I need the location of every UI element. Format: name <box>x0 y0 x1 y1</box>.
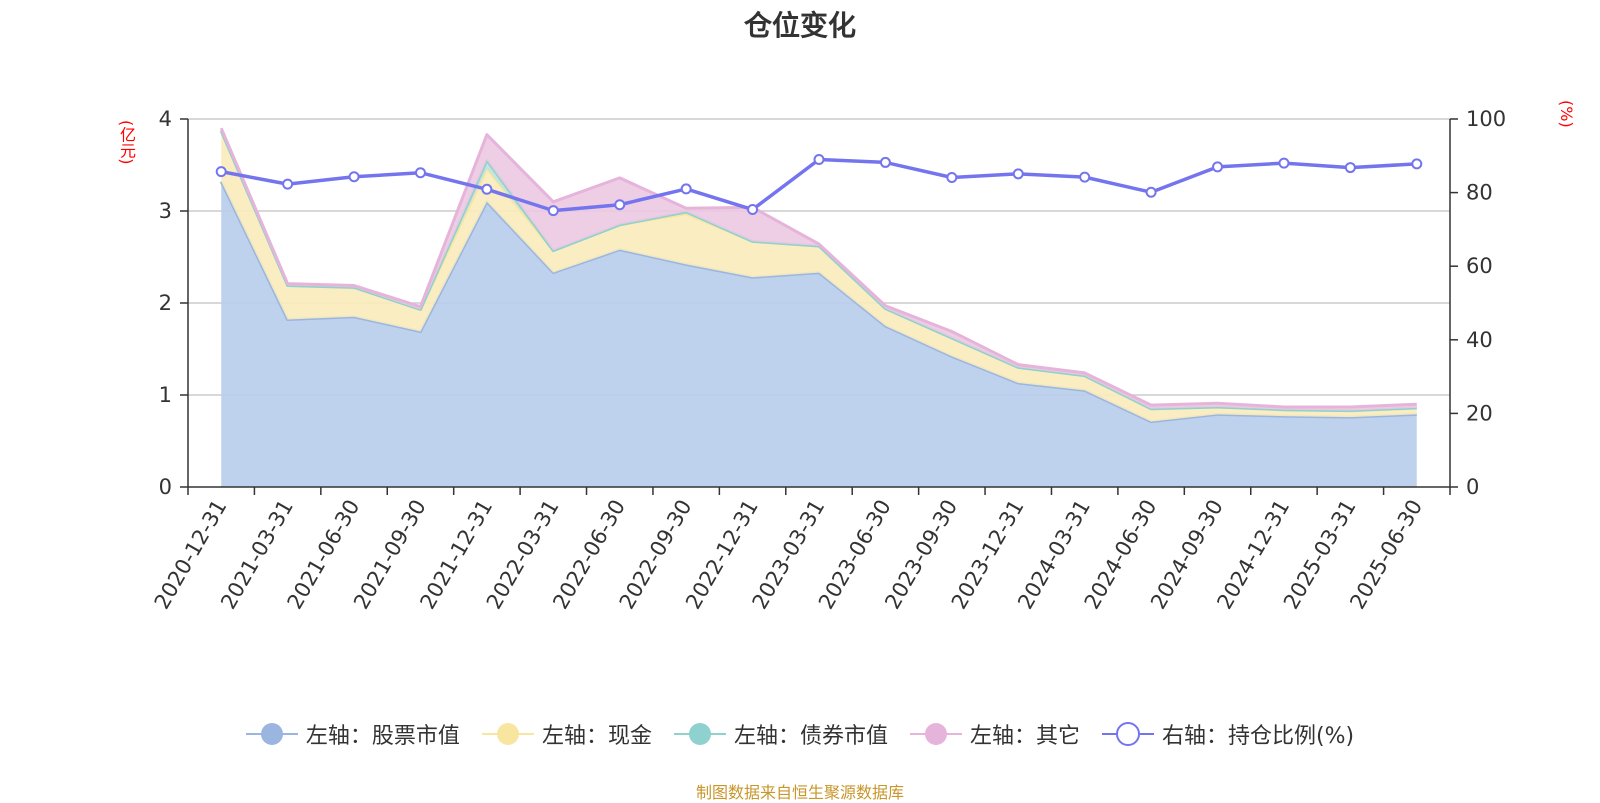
area-series-4-line <box>219 127 1417 409</box>
holding-ratio-point-17 <box>1344 162 1356 174</box>
left-y-tick-label-4: 4 <box>159 107 172 131</box>
holding-ratio-point-6 <box>614 199 626 211</box>
legend-label-5: 右轴：持仓比例(%) <box>1161 724 1355 749</box>
holding-ratio-point-13 <box>1079 171 1091 183</box>
legend-swatch-1 <box>245 723 298 745</box>
holding-ratio-point-12 <box>1012 168 1024 180</box>
holding-ratio-line <box>220 157 1417 213</box>
legend-label-1: 左轴：股票市值 <box>305 724 460 749</box>
data-source-note: 制图数据来自恒生聚源数据库 <box>695 783 904 802</box>
legend-swatch-4 <box>909 723 962 745</box>
legend-item-3[interactable]: 左轴：债券市值 <box>673 718 888 750</box>
left-axis-unit: (亿元) <box>117 120 136 165</box>
holding-ratio-point-3 <box>414 167 426 179</box>
chart-title: 仓位变化 <box>743 9 856 42</box>
legend-label-4: 左轴：其它 <box>969 724 1080 749</box>
holding-ratio-point-5 <box>547 205 559 217</box>
chart-legend: 左轴：股票市值 左轴：现金 左轴：债券市值 左轴：其它 右轴：持仓比例(%) <box>0 718 1600 750</box>
holding-ratio-point-16 <box>1278 157 1290 169</box>
legend-swatch-3 <box>673 723 726 745</box>
legend-item-4[interactable]: 左轴：其它 <box>909 718 1080 750</box>
holding-ratio-point-15 <box>1212 161 1224 173</box>
left-y-tick-label-1: 1 <box>159 383 172 407</box>
legend-swatch-5 <box>1101 722 1154 746</box>
right-y-tick-label-2: 40 <box>1466 328 1493 352</box>
left-y-tick-label-2: 2 <box>159 291 172 315</box>
legend-item-5[interactable]: 右轴：持仓比例(%) <box>1101 718 1355 750</box>
left-y-tick-label-3: 3 <box>159 199 172 223</box>
legend-item-1[interactable]: 左轴：股票市值 <box>245 718 460 750</box>
right-y-tick-label-0: 0 <box>1466 475 1479 499</box>
holding-ratio-point-9 <box>813 153 825 165</box>
right-y-tick-label-1: 20 <box>1466 401 1493 425</box>
holding-ratio-point-11 <box>946 172 958 184</box>
holding-ratio-point-8 <box>747 204 759 216</box>
holding-ratio-point-2 <box>348 171 360 183</box>
right-axis-unit: (%) <box>1557 100 1576 128</box>
area-series-1 <box>221 181 1417 487</box>
holding-ratio-point-7 <box>680 183 692 195</box>
holding-ratio-point-14 <box>1145 186 1157 198</box>
legend-swatch-2 <box>481 723 534 745</box>
legend-item-2[interactable]: 左轴：现金 <box>481 718 652 750</box>
legend-label-3: 左轴：债券市值 <box>733 724 888 749</box>
right-y-tick-label-3: 60 <box>1466 254 1493 278</box>
left-y-tick-label-0: 0 <box>159 475 172 499</box>
holding-ratio-point-1 <box>282 178 294 190</box>
holding-ratio-point-18 <box>1411 158 1423 170</box>
right-y-tick-label-5: 100 <box>1466 107 1506 131</box>
x-tick-label-18: 2025-06-30 <box>1345 496 1427 614</box>
holding-ratio-point-0 <box>215 166 227 178</box>
right-y-tick-label-4: 80 <box>1466 181 1493 205</box>
holding-ratio-point-10 <box>879 156 891 168</box>
holding-ratio-point-4 <box>481 183 493 195</box>
legend-label-2: 左轴：现金 <box>541 724 652 749</box>
